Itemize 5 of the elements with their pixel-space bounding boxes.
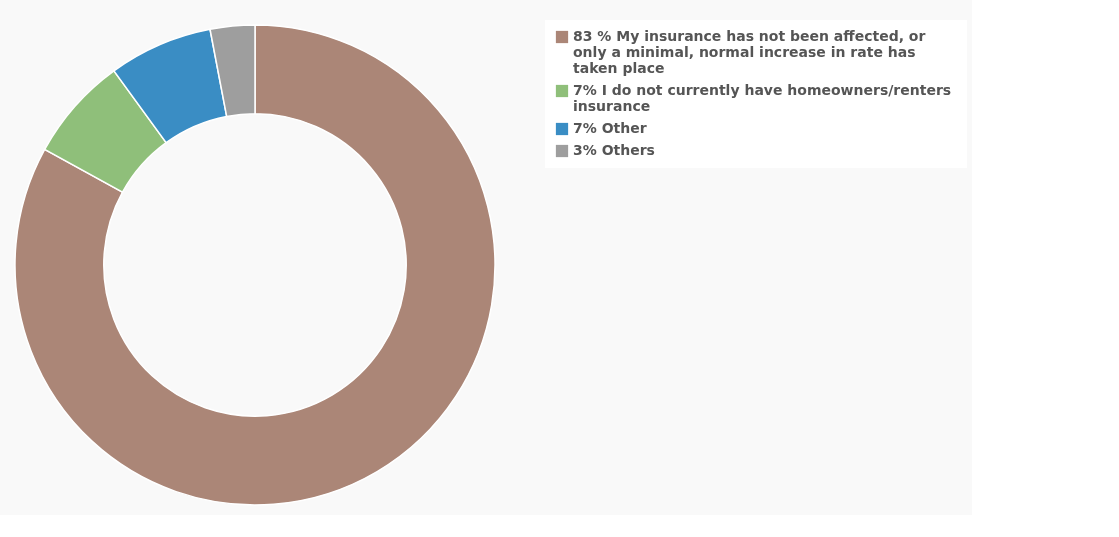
legend-label: 83 % My insurance has not been affected, or only a minimal, normal increase in rate has taken place xyxy=(573,28,926,76)
donut-slice xyxy=(14,24,496,506)
legend-label: 3% Others xyxy=(573,142,655,158)
legend-label: 7% I do not currently have homeowners/renters insurance xyxy=(573,82,952,114)
legend-label: 7% Other xyxy=(573,120,647,136)
